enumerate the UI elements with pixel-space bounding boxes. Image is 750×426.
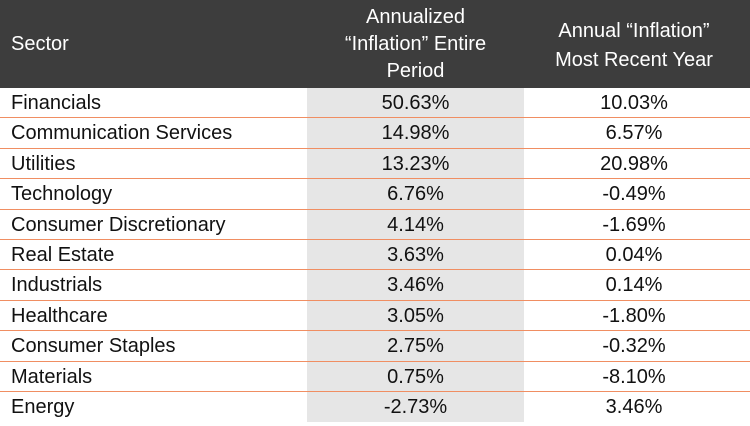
row-divider bbox=[0, 269, 750, 271]
sector-cell: Financials bbox=[11, 92, 102, 114]
sector-cell: Healthcare bbox=[11, 304, 108, 327]
row-divider bbox=[0, 208, 750, 210]
recent-year-cell: 0.14% bbox=[605, 274, 663, 297]
sector-cell: Real Estate bbox=[11, 243, 115, 266]
entire-period-cell: 3.46% bbox=[387, 274, 444, 297]
recent-year-cell: 10.03% bbox=[600, 92, 668, 114]
sector-cell: Consumer Staples bbox=[11, 335, 176, 358]
table-row: Consumer Discretionary 4.14% -1.69% bbox=[0, 210, 750, 240]
sector-cell: Utilities bbox=[11, 152, 76, 175]
header-entire-period: Annualized “Inflation” Entire Period bbox=[307, 4, 524, 85]
entire-period-cell: 50.63% bbox=[381, 92, 450, 114]
entire-period-cell: 0.75% bbox=[387, 365, 444, 388]
row-divider bbox=[0, 330, 750, 332]
table-row: Consumer Staples 2.75% -0.32% bbox=[0, 331, 750, 362]
entire-period-cell: 4.14% bbox=[387, 213, 444, 236]
row-divider bbox=[0, 299, 750, 301]
recent-year-cell: 3.46% bbox=[605, 395, 663, 418]
entire-period-cell: 6.76% bbox=[387, 183, 444, 206]
entire-period-cell: -2.73% bbox=[383, 395, 448, 418]
recent-year-cell: -8.10% bbox=[602, 365, 666, 388]
sector-cell: Materials bbox=[11, 365, 93, 388]
table-row: Healthcare 3.05% -1.80% bbox=[0, 301, 750, 332]
header-recent-line-2: Most Recent Year bbox=[555, 49, 713, 71]
entire-period-cell: 13.23% bbox=[381, 152, 450, 175]
entire-period-cell: 3.63% bbox=[387, 243, 444, 266]
recent-year-cell: -0.32% bbox=[602, 335, 666, 358]
row-divider bbox=[0, 178, 750, 180]
entire-period-cell: 3.05% bbox=[387, 304, 444, 327]
table-header: Sector Annualized “Inflation” Entire Per… bbox=[0, 0, 750, 88]
row-divider bbox=[0, 117, 750, 119]
sector-cell: Communication Services bbox=[11, 122, 233, 145]
header-recent-year: Annual “Inflation” Most Recent Year bbox=[524, 17, 744, 75]
table-row: Financials 50.63% 10.03% bbox=[0, 88, 750, 119]
table-row: Technology 6.76% -0.49% bbox=[0, 179, 750, 210]
table-row: Communication Services 14.98% 6.57% bbox=[0, 118, 750, 149]
row-divider bbox=[0, 360, 750, 362]
header-entire-line-1: Annualized bbox=[366, 6, 465, 28]
table-row: Industrials 3.46% 0.14% bbox=[0, 270, 750, 301]
row-divider bbox=[0, 147, 750, 149]
recent-year-cell: -0.49% bbox=[602, 183, 666, 206]
entire-period-column-shading bbox=[307, 88, 524, 422]
table-row: Real Estate 3.63% 0.04% bbox=[0, 240, 750, 271]
entire-period-cell: 2.75% bbox=[387, 335, 444, 358]
header-entire-line-2: “Inflation” Entire bbox=[344, 33, 487, 55]
table-body: Financials 50.63% 10.03% Communication Serv… bbox=[0, 88, 750, 422]
entire-period-cell: 14.98% bbox=[381, 122, 450, 145]
table-row: Energy -2.73% 3.46% bbox=[0, 392, 750, 422]
row-divider bbox=[0, 238, 750, 240]
recent-year-cell: 0.04% bbox=[605, 243, 663, 266]
recent-year-cell: 20.98% bbox=[600, 152, 668, 175]
recent-year-cell: -1.80% bbox=[602, 304, 666, 327]
header-sector: Sector bbox=[11, 33, 69, 55]
header-recent-line-1: Annual “Inflation” bbox=[558, 20, 710, 42]
table-row: Materials 0.75% -8.10% bbox=[0, 362, 750, 392]
header-entire-line-3: Period bbox=[386, 60, 445, 82]
sector-cell: Consumer Discretionary bbox=[11, 213, 226, 236]
table-row: Utilities 13.23% 20.98% bbox=[0, 149, 750, 180]
sector-cell: Industrials bbox=[11, 274, 103, 297]
row-divider bbox=[0, 390, 750, 392]
recent-year-cell: 6.57% bbox=[605, 122, 663, 145]
recent-year-cell: -1.69% bbox=[602, 213, 666, 236]
sector-cell: Energy bbox=[11, 395, 75, 418]
sector-cell: Technology bbox=[11, 183, 113, 206]
